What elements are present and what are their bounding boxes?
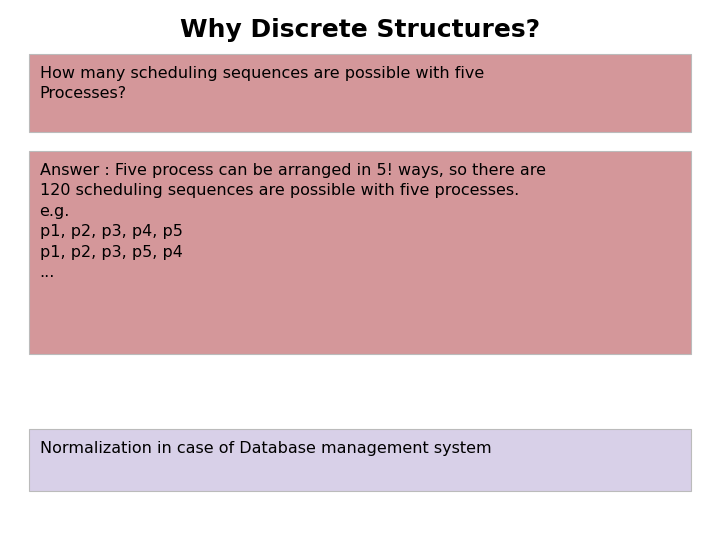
Text: How many scheduling sequences are possible with five
Processes?: How many scheduling sequences are possib…: [40, 66, 484, 102]
FancyBboxPatch shape: [29, 54, 691, 132]
Text: Answer : Five process can be arranged in 5! ways, so there are
120 scheduling se: Answer : Five process can be arranged in…: [40, 163, 546, 280]
Text: Normalization in case of Database management system: Normalization in case of Database manage…: [40, 441, 491, 456]
FancyBboxPatch shape: [29, 151, 691, 354]
Text: Why Discrete Structures?: Why Discrete Structures?: [180, 18, 540, 42]
FancyBboxPatch shape: [29, 429, 691, 491]
